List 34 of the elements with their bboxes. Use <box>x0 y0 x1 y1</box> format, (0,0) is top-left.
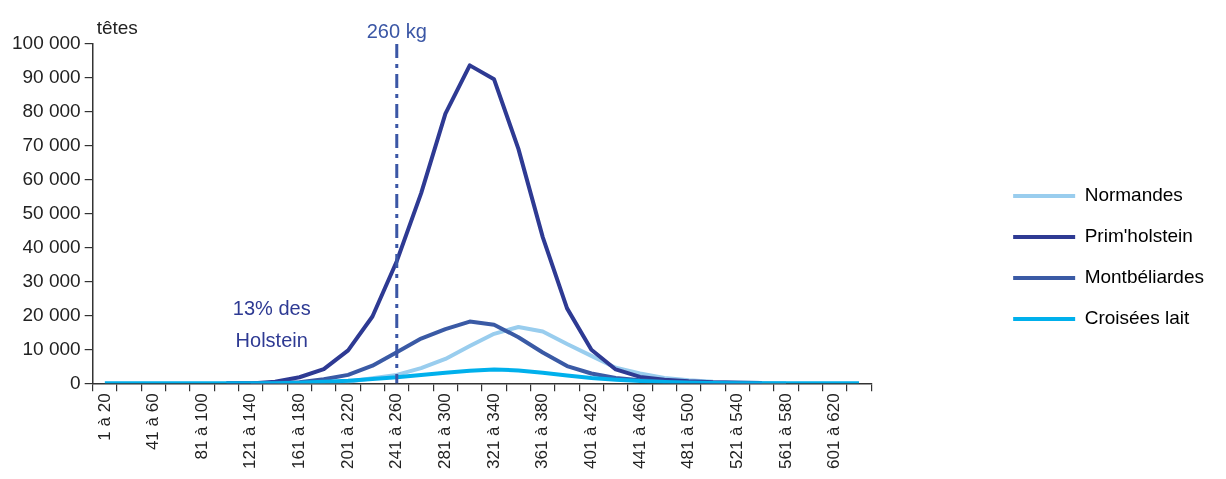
x-tick-label: 201 à 220 <box>337 393 357 470</box>
y-tick-label: 60 000 <box>22 167 81 189</box>
legend-label: Montbéliardes <box>1084 266 1204 288</box>
x-tick-label: 441 à 460 <box>629 393 649 470</box>
annotation: 13% des Holstein <box>232 297 311 352</box>
y-tick-label: 30 000 <box>22 269 81 291</box>
x-tick-label: 561 à 580 <box>775 393 795 470</box>
x-tick-label: 521 à 540 <box>727 393 747 470</box>
y-tick-label: 100 000 <box>11 32 81 54</box>
legend-label: Prim'holstein <box>1084 225 1193 247</box>
x-tick-label: 161 à 180 <box>289 393 309 470</box>
x-tick-label: 401 à 420 <box>581 393 601 470</box>
y-tick-label: 90 000 <box>22 66 81 88</box>
x-tick-label: 361 à 380 <box>532 393 552 470</box>
y-tick-label: 80 000 <box>22 100 81 122</box>
x-tick-label: 1 à 20 <box>94 393 114 441</box>
y-tick-label: 70 000 <box>22 134 81 156</box>
ref-line-label: 260 kg <box>366 19 427 42</box>
x-tick-label: 281 à 300 <box>435 393 455 470</box>
x-tick-label: 481 à 500 <box>678 393 698 470</box>
x-tick-label: 41 à 60 <box>143 393 163 451</box>
x-tick-label: 241 à 260 <box>386 393 406 470</box>
legend-label: Croisées lait <box>1084 307 1190 329</box>
x-tick-label: 601 à 620 <box>824 393 844 470</box>
y-tick-label: 0 <box>70 371 81 393</box>
x-tick-label: 121 à 140 <box>240 393 260 470</box>
y-tick-label: 10 000 <box>22 337 81 359</box>
y-tick-label: 50 000 <box>22 201 81 223</box>
y-tick-label: 20 000 <box>22 303 81 325</box>
x-tick-label: 321 à 340 <box>483 393 503 470</box>
x-tick-label: 81 à 100 <box>191 393 211 460</box>
y-axis-title: têtes <box>96 16 138 38</box>
legend-label: Normandes <box>1084 184 1183 206</box>
y-tick-label: 40 000 <box>22 235 81 257</box>
